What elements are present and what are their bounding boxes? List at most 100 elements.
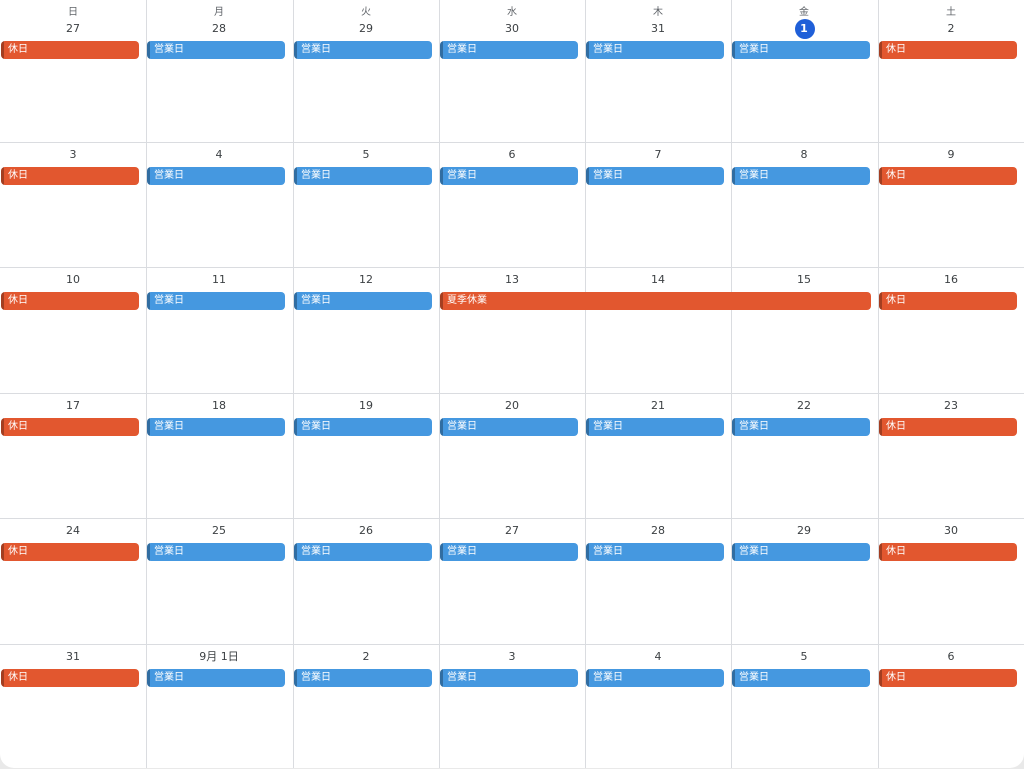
column-divider: [146, 0, 147, 768]
day-number[interactable]: 28: [212, 22, 226, 35]
today-indicator[interactable]: [795, 19, 815, 39]
event-chip-workday[interactable]: 営業日: [586, 167, 724, 185]
day-number[interactable]: 3: [69, 148, 77, 161]
day-number[interactable]: 14: [651, 273, 665, 286]
day-number[interactable]: 4: [654, 650, 662, 663]
day-cell[interactable]: [0, 20, 146, 142]
event-chip-workday[interactable]: 営業日: [147, 543, 285, 561]
day-number[interactable]: 17: [66, 399, 80, 412]
day-number[interactable]: 15: [797, 273, 811, 286]
day-number[interactable]: 26: [359, 524, 373, 537]
event-chip-workday[interactable]: 営業日: [440, 41, 578, 59]
today-day-number[interactable]: 1: [800, 22, 808, 35]
event-chip-holiday[interactable]: 休日: [879, 418, 1017, 436]
day-number[interactable]: 30: [505, 22, 519, 35]
weekday-header-friday: 金: [799, 7, 809, 18]
event-chip-label: 営業日: [154, 44, 184, 55]
day-number[interactable]: 31: [66, 650, 80, 663]
day-number[interactable]: 7: [654, 148, 662, 161]
day-number[interactable]: 4: [215, 148, 223, 161]
event-chip-holiday[interactable]: 休日: [1, 167, 139, 185]
day-number[interactable]: 3: [508, 650, 516, 663]
event-chip-workday[interactable]: 営業日: [586, 543, 724, 561]
event-chip-workday[interactable]: 営業日: [294, 167, 432, 185]
day-number[interactable]: 18: [212, 399, 226, 412]
event-chip-workday[interactable]: 営業日: [147, 167, 285, 185]
day-number[interactable]: 31: [651, 22, 665, 35]
day-number[interactable]: 20: [505, 399, 519, 412]
day-number[interactable]: 10: [66, 273, 80, 286]
event-chip-workday[interactable]: 営業日: [147, 669, 285, 687]
day-cell[interactable]: [439, 20, 585, 142]
event-chip-holiday[interactable]: 休日: [1, 669, 139, 687]
event-chip-workday[interactable]: 営業日: [147, 418, 285, 436]
day-number[interactable]: 27: [66, 22, 80, 35]
event-chip-workday[interactable]: 営業日: [732, 41, 870, 59]
day-number[interactable]: 6: [508, 148, 516, 161]
event-chip-holiday[interactable]: 休日: [879, 669, 1017, 687]
event-chip-holiday[interactable]: 休日: [1, 41, 139, 59]
event-chip-holiday[interactable]: 休日: [1, 292, 139, 310]
day-number[interactable]: 19: [359, 399, 373, 412]
day-number[interactable]: 5: [800, 650, 808, 663]
day-number[interactable]: 9月 1日: [199, 650, 239, 663]
event-chip-workday[interactable]: 営業日: [147, 292, 285, 310]
event-chip-label: 営業日: [447, 170, 477, 181]
day-number[interactable]: 25: [212, 524, 226, 537]
day-number[interactable]: 30: [944, 524, 958, 537]
event-chip-workday[interactable]: 営業日: [294, 543, 432, 561]
day-number[interactable]: 22: [797, 399, 811, 412]
event-chip-holiday[interactable]: 休日: [879, 292, 1017, 310]
day-number[interactable]: 29: [797, 524, 811, 537]
event-chip-workday[interactable]: 営業日: [440, 418, 578, 436]
day-number[interactable]: 29: [359, 22, 373, 35]
event-chip-workday[interactable]: 営業日: [294, 41, 432, 59]
event-chip-label: 営業日: [739, 672, 769, 683]
event-chip-workday[interactable]: 営業日: [294, 292, 432, 310]
day-number[interactable]: 28: [651, 524, 665, 537]
event-chip-workday[interactable]: 営業日: [732, 167, 870, 185]
event-chip-workday[interactable]: 営業日: [440, 669, 578, 687]
event-chip-holiday[interactable]: 夏季休業: [440, 292, 871, 310]
day-cell[interactable]: [146, 20, 292, 142]
day-cell[interactable]: [585, 20, 731, 142]
event-chip-workday[interactable]: 営業日: [586, 418, 724, 436]
event-chip-holiday[interactable]: 休日: [879, 543, 1017, 561]
event-chip-workday[interactable]: 営業日: [732, 669, 870, 687]
event-chip-workday[interactable]: 営業日: [586, 41, 724, 59]
event-chip-holiday[interactable]: 休日: [1, 418, 139, 436]
day-number[interactable]: 24: [66, 524, 80, 537]
column-divider: [293, 0, 294, 768]
day-number[interactable]: 16: [944, 273, 958, 286]
event-chip-workday[interactable]: 営業日: [147, 41, 285, 59]
day-number[interactable]: 6: [947, 650, 955, 663]
day-number[interactable]: 12: [359, 273, 373, 286]
day-number[interactable]: 5: [362, 148, 370, 161]
event-chip-workday[interactable]: 営業日: [732, 543, 870, 561]
event-chip-label: 休日: [8, 44, 28, 55]
day-number[interactable]: 2: [362, 650, 370, 663]
event-chip-holiday[interactable]: 休日: [1, 543, 139, 561]
day-cell[interactable]: [878, 20, 1024, 142]
event-chip-workday[interactable]: 営業日: [586, 669, 724, 687]
day-number[interactable]: 27: [505, 524, 519, 537]
day-number[interactable]: 21: [651, 399, 665, 412]
event-chip-workday[interactable]: 営業日: [440, 167, 578, 185]
event-chip-holiday[interactable]: 休日: [879, 41, 1017, 59]
day-number[interactable]: 13: [505, 273, 519, 286]
day-cell[interactable]: [293, 20, 439, 142]
event-chip-holiday[interactable]: 休日: [879, 167, 1017, 185]
weekday-header-monday: 月: [214, 7, 224, 18]
week-divider: [0, 267, 1024, 268]
day-number[interactable]: 9: [947, 148, 955, 161]
day-number[interactable]: 8: [800, 148, 808, 161]
day-number[interactable]: 11: [212, 273, 226, 286]
column-divider: [439, 0, 440, 768]
day-number[interactable]: 23: [944, 399, 958, 412]
event-chip-workday[interactable]: 営業日: [294, 669, 432, 687]
event-chip-workday[interactable]: 営業日: [732, 418, 870, 436]
event-chip-workday[interactable]: 営業日: [294, 418, 432, 436]
event-chip-workday[interactable]: 営業日: [440, 543, 578, 561]
day-number[interactable]: 2: [947, 22, 955, 35]
weekday-header-wednesday: 水: [507, 7, 517, 18]
